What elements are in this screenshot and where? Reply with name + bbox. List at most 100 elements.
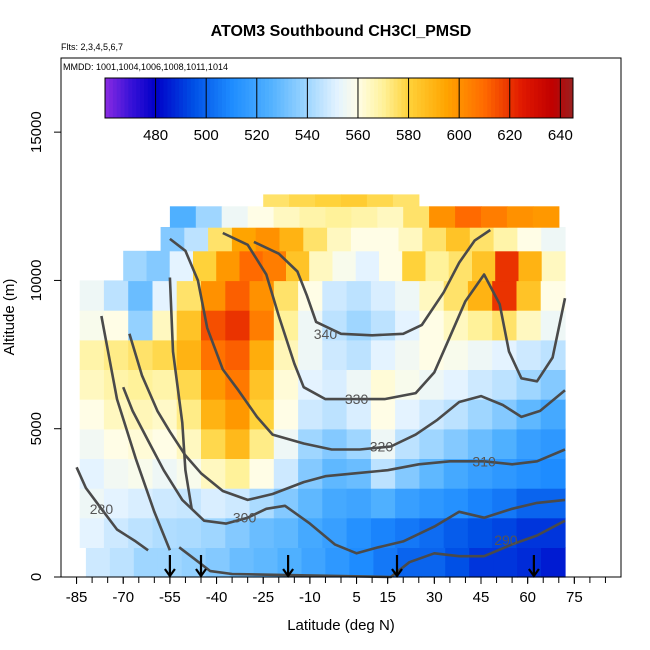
heatmap-cell xyxy=(309,250,334,282)
colorbar-swatch xyxy=(389,78,395,118)
heatmap-cell xyxy=(249,399,275,430)
heatmap-cell xyxy=(79,310,105,341)
heatmap-cell xyxy=(429,206,456,228)
heatmap-cell xyxy=(395,280,420,311)
flight-arrow xyxy=(163,555,176,578)
colorbar-swatch xyxy=(218,78,223,118)
contour-label: 280 xyxy=(90,501,114,517)
colorbar-swatch xyxy=(151,78,157,118)
y-tick-label: 10000 xyxy=(28,260,45,302)
heatmap-cell xyxy=(395,488,420,519)
colorbar-swatch xyxy=(413,78,418,118)
heatmap-cell xyxy=(298,310,323,341)
colorbar-swatch xyxy=(409,78,414,118)
heatmap-cell xyxy=(366,194,394,207)
colorbar-tick-label: 560 xyxy=(345,127,370,144)
colorbar-swatch xyxy=(510,78,515,118)
heatmap-cell xyxy=(402,250,427,282)
colorbar-swatch xyxy=(112,78,118,118)
colorbar-tick-label: 480 xyxy=(143,127,168,144)
heatmap-cell xyxy=(443,517,469,548)
x-tick-label: -70 xyxy=(112,589,134,606)
colorbar-swatch xyxy=(448,78,453,118)
colorbar-swatch xyxy=(210,78,215,118)
colorbar-swatch xyxy=(417,78,422,118)
y-tick-label: 15000 xyxy=(28,111,45,153)
colorbar-swatch xyxy=(374,78,379,118)
heatmap-cell xyxy=(169,206,197,228)
heatmap-cell xyxy=(225,458,251,489)
heatmap-cell xyxy=(467,458,493,489)
heatmap-cell xyxy=(152,280,178,311)
colorbar-swatch xyxy=(405,78,410,118)
heatmap-cell xyxy=(249,458,275,489)
heatmap-cell xyxy=(443,369,469,400)
heatmap-cell xyxy=(370,369,396,400)
heatmap-cell xyxy=(443,339,469,370)
heatmap-cell xyxy=(79,369,105,400)
x-tick-label: -40 xyxy=(206,589,228,606)
contour-line xyxy=(222,231,567,401)
colorbar-swatch xyxy=(249,78,254,118)
contour-label: 290 xyxy=(494,532,518,548)
heatmap-cell xyxy=(85,547,111,578)
colorbar-swatch xyxy=(132,78,137,118)
heatmap-cell xyxy=(492,428,518,459)
contour-label: 300 xyxy=(233,510,257,526)
contour-label: 340 xyxy=(314,326,338,342)
heatmap-cell xyxy=(299,206,326,228)
colorbar-swatch xyxy=(179,78,184,118)
colorbar-swatch xyxy=(358,78,363,118)
heatmap-cell xyxy=(532,206,560,228)
heatmap-cell xyxy=(370,399,396,430)
colorbar-swatch xyxy=(214,78,219,118)
heatmap-cell xyxy=(443,458,469,489)
heatmap-cell xyxy=(79,399,105,430)
colorbar-swatch xyxy=(331,78,336,118)
colorbar-swatch xyxy=(561,78,566,118)
colorbar-swatch xyxy=(124,78,129,118)
heatmap-cell xyxy=(370,428,396,459)
heatmap-cell xyxy=(273,428,299,459)
heatmap-cell xyxy=(225,280,251,311)
colorbar-swatch xyxy=(225,78,231,118)
colorbar-swatch xyxy=(534,78,539,118)
heatmap-cell xyxy=(325,206,352,228)
colorbar-swatch xyxy=(163,78,168,118)
heatmap-cell xyxy=(395,310,420,341)
colorbar-swatch xyxy=(319,78,324,118)
colorbar: 480 500 520 540 560 580 600 620 640 xyxy=(104,77,574,144)
colorbar-swatch xyxy=(514,78,519,118)
heatmap-cell xyxy=(273,399,299,430)
heatmap-cell xyxy=(176,369,202,400)
heatmap-cell xyxy=(301,547,327,578)
colorbar-swatch xyxy=(339,78,344,118)
heatmap-cell xyxy=(128,517,154,548)
colorbar-swatch xyxy=(479,78,484,118)
contour-line xyxy=(100,315,172,551)
colorbar-swatch xyxy=(487,78,492,118)
heatmap-cell xyxy=(403,206,430,228)
heatmap-cell xyxy=(225,339,251,370)
colorbar-swatch xyxy=(198,78,203,118)
heatmap-cell xyxy=(540,280,566,311)
heatmap-cell xyxy=(346,280,372,311)
heatmap-cell xyxy=(247,206,275,228)
colorbar-swatch xyxy=(264,78,270,118)
y-axis: 0 5000 10000 15000 xyxy=(28,111,61,581)
colorbar-swatch xyxy=(495,78,500,118)
colorbar-swatch xyxy=(272,78,278,118)
heatmap-cell xyxy=(249,488,275,519)
heatmap-cell xyxy=(79,428,105,459)
heatmap-cell xyxy=(346,517,372,548)
contour-label: 310 xyxy=(472,453,496,469)
colorbar-swatch xyxy=(159,78,164,118)
contour-line xyxy=(178,519,566,579)
colorbar-swatch xyxy=(257,78,262,118)
heatmap-cell xyxy=(128,488,154,519)
heatmap-cell xyxy=(395,339,420,370)
heatmap-cell xyxy=(103,488,129,519)
contour-label: 330 xyxy=(345,391,369,407)
heatmap-cell xyxy=(467,517,493,548)
